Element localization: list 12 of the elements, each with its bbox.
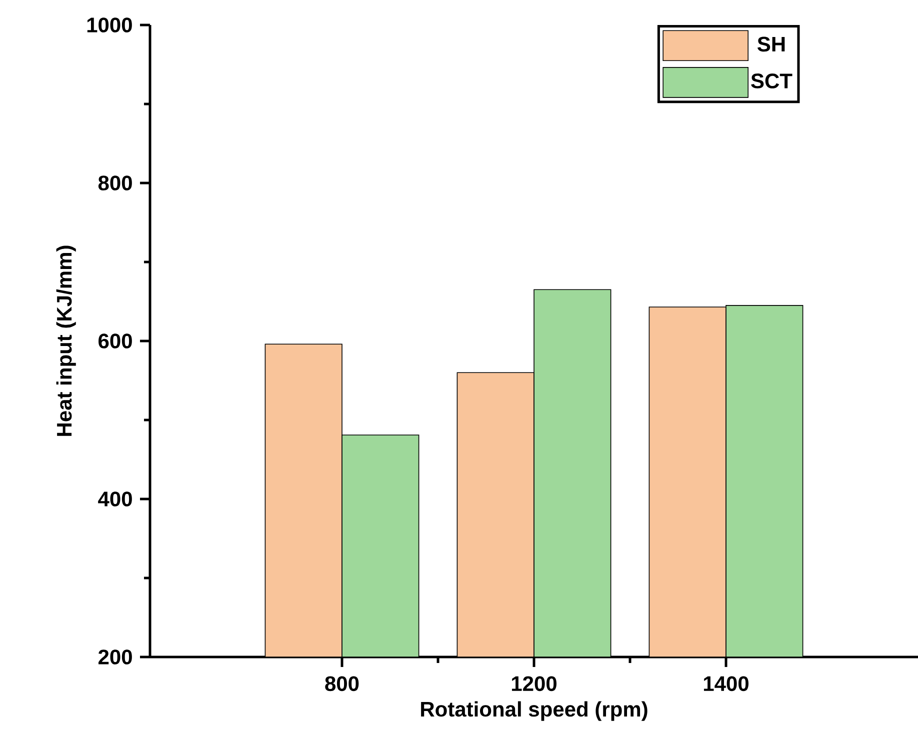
y-tick-label: 1000 [87, 18, 132, 32]
y-tick-label: 600 [98, 334, 132, 348]
y-tick-label: 200 [98, 650, 132, 664]
x-tick-label: 800 [325, 676, 359, 692]
legend-label: SH [758, 36, 785, 52]
y-axis-title: Heat input (KJ/mm) [56, 246, 76, 436]
y-tick-label: 400 [98, 492, 132, 506]
legend-label: SCT [751, 74, 792, 88]
y-tick-label: 800 [98, 176, 132, 190]
x-axis-title: Rotational speed (rpm) [421, 701, 648, 721]
x-tick-label: 1200 [512, 676, 556, 692]
x-tick-label: 1400 [704, 676, 748, 692]
